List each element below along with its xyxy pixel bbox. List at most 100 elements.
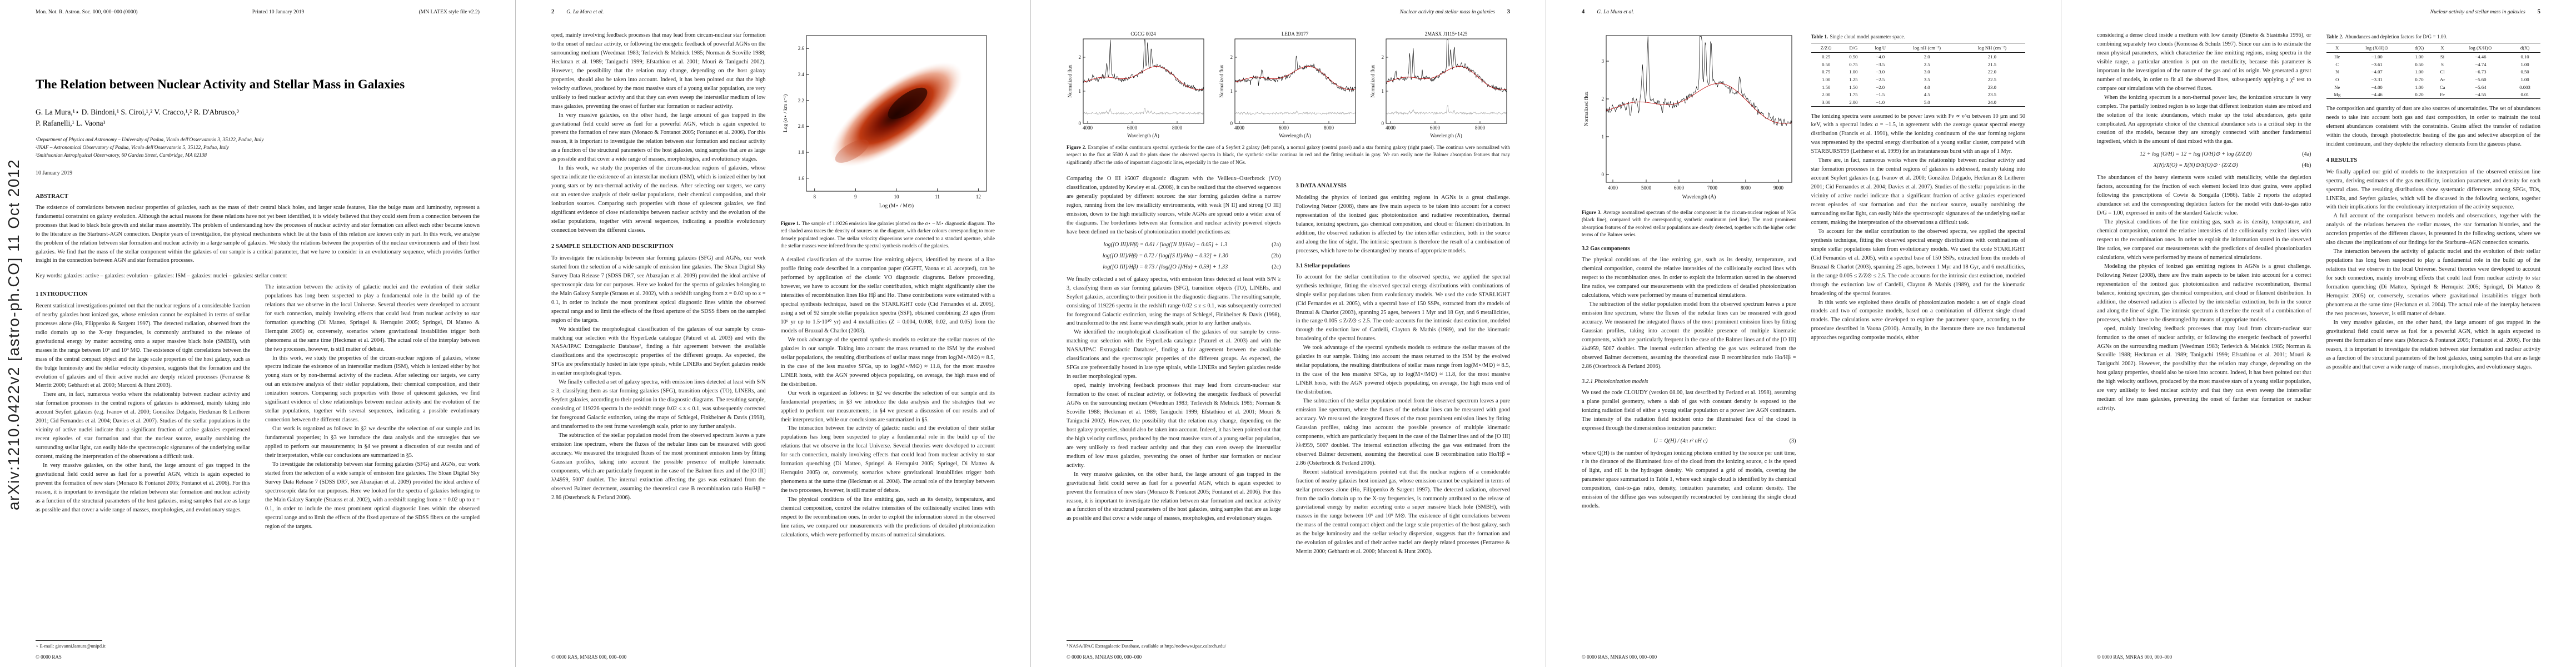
paragraph: In very massive galaxies, on the other h… (2326, 319, 2541, 370)
column: The interaction between the activity of … (265, 283, 480, 649)
style-line: (MN LATEX style file v2.2) (418, 9, 480, 15)
equation-number: (2a) (1272, 241, 1281, 248)
column: Comparing the O III λ5007 diagnostic dia… (1067, 175, 1281, 649)
figure-caption-text: The sample of 119226 emission line galax… (780, 221, 995, 249)
figure-label: Figure 3. (1582, 210, 1602, 215)
paragraph: Comparing the O III λ5007 diagnostic dia… (1067, 176, 1281, 235)
table-cell: 5.0 (1924, 99, 1930, 105)
table-cell: 21.0 (1987, 54, 1996, 60)
table-cell: 2.00 (1849, 99, 1858, 105)
tick-label: 12 (975, 194, 980, 200)
table-cell: −2.5 (1876, 76, 1885, 82)
table-cell: Cl (2440, 69, 2445, 75)
tick-label: 8000 (1172, 125, 1183, 131)
equation: X(N)/X(O) = X(N)⊙/X(O)⊙ · (Z/Z⊙) (4b) (2097, 162, 2311, 168)
affiliations: ¹Department of Physics and Astronomy – U… (36, 136, 480, 160)
equation-number: (4b) (2301, 162, 2311, 169)
table-cell: 23.5 (1987, 92, 1996, 98)
tick-label: 4000 (1234, 125, 1245, 131)
section-heading: 1 INTRODUCTION (36, 290, 88, 297)
residual-line (1234, 110, 1356, 115)
tick-label: 8000 (1475, 125, 1486, 131)
table-cell: O (2335, 76, 2339, 82)
equation-body: log([O III]/Hβ) = 0.73 / [log([O I]/Hα) … (1103, 263, 1228, 270)
affiliation-1: ¹Department of Physics and Astronomy – U… (36, 137, 264, 143)
plot-frame (1234, 38, 1356, 124)
page-4: 4 G. La Mura et al. 4000 5000 6000 7000 … (1546, 0, 2061, 667)
column-header: X (2433, 43, 2452, 53)
residual-line (1083, 108, 1204, 115)
figure-3-caption: Figure 3. Average normalized spectrum of … (1582, 209, 1796, 238)
page-footer: © 0000 RAS, MNRAS 000, 000–000 (551, 654, 627, 660)
tick-label: 0 (1602, 172, 1605, 177)
tick-label: 1 (1602, 134, 1605, 140)
table-cell: Ne (2334, 84, 2340, 90)
table-cell: −3.61 (2371, 61, 2383, 67)
paragraph: When the ionizing spectrum is a non-ther… (2097, 94, 2311, 145)
table-caption-text: Single cloud model parameter space. (1830, 34, 1905, 39)
paragraph: The interaction between the activity of … (780, 425, 995, 494)
running-authors: G. La Mura et al. (566, 9, 604, 15)
tick-label: 8000 (1324, 125, 1334, 131)
paragraph: In this work, we study the properties of… (551, 165, 766, 233)
table-cell: 0.50 (2415, 61, 2424, 67)
table-row: 3.00 2.00 −1.0 5.0 24.0 (1811, 98, 2026, 106)
table-cell: Fe (2440, 92, 2445, 98)
paragraph: The composition and quantity of dust are… (2326, 105, 2541, 147)
running-title: Nuclear activity and stellar mass in gal… (1399, 9, 1495, 15)
paragraph: We took advantage of the spectral synthe… (780, 336, 995, 387)
table-cell: Ca (2439, 84, 2445, 90)
paragraph: Our work is organized as follows: in §2 … (265, 426, 480, 459)
table-cell: 2.0 (1924, 54, 1930, 60)
table-cell: −4.74 (2475, 61, 2487, 67)
tick-label: 2 (1602, 96, 1605, 102)
figure-2-panel-1: CGCG 0024 4000 6000 8000 2 1 0 Wavelengt… (1067, 31, 1204, 138)
paragraph: In very massive galaxies, on the other h… (36, 462, 250, 513)
axis-ticks (1083, 57, 1178, 124)
tick-label: 2.0 (798, 123, 804, 129)
plot-frame (1606, 35, 1792, 183)
table-cell: 0.50 (1849, 54, 1858, 60)
column: 4000 5000 6000 7000 8000 9000 3 2 1 0 Wa… (1582, 31, 1796, 649)
paragraph: The subtraction of the stellar populatio… (1296, 398, 1511, 466)
table-cell: 1.00 (1849, 69, 1858, 75)
table-cell: 22.0 (1987, 69, 1996, 75)
table-cell: Mg (2334, 92, 2341, 98)
paragraph: Our work is organized as follows: in §2 … (780, 390, 995, 423)
panel-title: LEDA 39177 (1282, 31, 1309, 37)
paragraph: To account for the stellar contribution … (1296, 273, 1511, 342)
panel-title: 2MASX J1115+1425 (1425, 31, 1468, 37)
figure-caption-text: Examples of stellar continuum spectral s… (1067, 145, 1510, 165)
running-head: Nuclear activity and stellar mass in gal… (1067, 9, 1510, 15)
table-cell: −3.31 (2371, 76, 2383, 82)
table-cell: 0.10 (2520, 54, 2529, 60)
table-row: Ne −4.00 1.00 Ca −5.64 0.003 (2326, 83, 2541, 91)
table-cell: −4.46 (2475, 54, 2487, 60)
table-cell: −3.0 (1876, 69, 1885, 75)
page-number: 3 (1507, 9, 1510, 15)
tick-label: 1 (1230, 88, 1233, 94)
tick-label: 10 (894, 194, 899, 200)
table-row: C −3.61 0.50 S −4.74 1.00 (2326, 61, 2541, 68)
paragraph: oped, mainly involving feedback processe… (551, 32, 766, 109)
table-cell: S (2441, 61, 2444, 67)
table-cell: 0.75 (1822, 69, 1831, 75)
axis-ticks (1386, 57, 1481, 124)
paragraph: The physical conditions of the line emit… (2097, 219, 2311, 261)
table-cell: 0.20 (2415, 92, 2424, 98)
email-footnote: ⋆ E-mail: giovanni.lamura@unipd.it (36, 643, 106, 649)
plot-frame (1083, 38, 1204, 124)
table-cell: −5.60 (2475, 76, 2487, 82)
x-axis-label: Wavelength (Å) (1431, 133, 1463, 138)
paragraph: The interaction between the activity of … (2326, 248, 2541, 317)
table-cell: 1.00 (2415, 84, 2424, 90)
paragraph: Recent statistical investigations pointe… (36, 302, 250, 389)
table-row: 1.50 1.50 −2.0 4.0 23.0 (1811, 83, 2026, 91)
paragraph: There are, in fact, numerous works where… (1811, 157, 2026, 226)
paragraph: We finally collected a set of galaxy spe… (1067, 276, 1281, 327)
table-cell: −4.00 (2371, 84, 2383, 90)
running-authors: G. La Mura et al. (1597, 9, 1635, 15)
